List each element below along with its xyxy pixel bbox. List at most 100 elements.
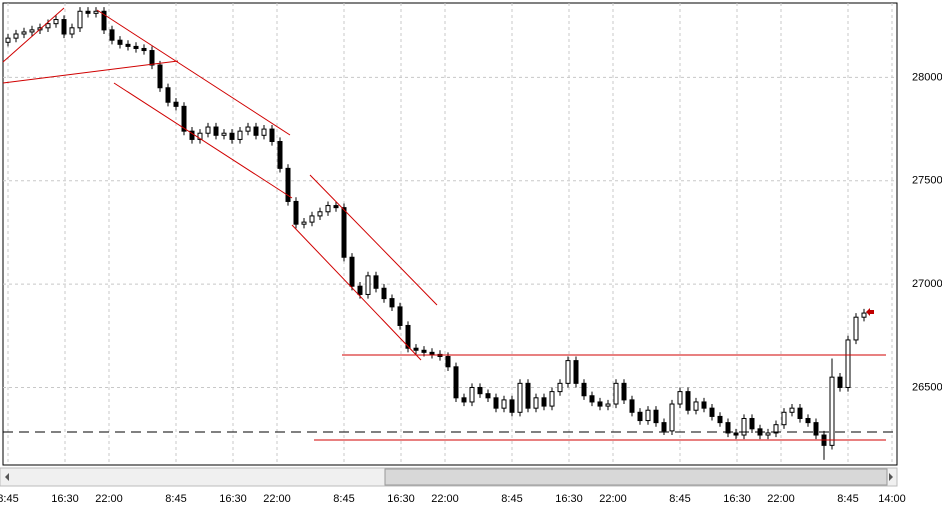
x-tick-label: 8:45 — [501, 493, 522, 505]
candle-body — [813, 422, 819, 436]
candle-body — [485, 393, 491, 399]
trend-line — [113, 82, 293, 199]
candle-body — [101, 10, 107, 31]
x-tick-label: 8:45 — [0, 493, 19, 505]
x-tick-label: 8:45 — [333, 493, 354, 505]
candle-body — [333, 205, 339, 209]
candle-body — [589, 395, 595, 403]
candle-body — [389, 298, 395, 308]
candle-body — [221, 132, 227, 136]
candle-body — [173, 101, 179, 107]
x-tick-label: 8:45 — [837, 493, 858, 505]
candle-body — [381, 287, 387, 300]
candle-body — [557, 382, 563, 393]
candle-body — [261, 128, 267, 136]
candle-body — [69, 27, 75, 35]
candle-body — [725, 422, 731, 434]
candle-body — [349, 256, 355, 287]
candle-body — [301, 221, 307, 225]
candle-body — [189, 130, 195, 140]
scrollbar-thumb[interactable] — [384, 468, 888, 486]
candle-body — [373, 275, 379, 289]
trend-lines — [2, 7, 886, 441]
candle-body — [405, 324, 411, 349]
candle-body — [5, 37, 11, 43]
scroll-left[interactable] — [5, 473, 9, 481]
candle-body — [541, 397, 547, 407]
candle-body — [613, 382, 619, 405]
candle-body — [629, 399, 635, 413]
candle-body — [365, 275, 371, 295]
candle-body — [325, 205, 331, 213]
price-marker — [866, 308, 874, 316]
candle-body — [533, 397, 539, 409]
candle-body — [413, 347, 419, 351]
candle-body — [677, 391, 683, 405]
candle-body — [549, 391, 555, 407]
x-tick-label: 8:45 — [165, 493, 186, 505]
x-tick-label: 22:00 — [95, 493, 123, 505]
candle-body — [509, 399, 515, 413]
trend-line — [2, 7, 65, 63]
candle-body — [685, 391, 691, 411]
candle-body — [461, 397, 467, 403]
candle-body — [421, 349, 427, 353]
candle-body — [13, 33, 19, 39]
candle-body — [645, 409, 651, 422]
candle-body — [637, 411, 643, 422]
candle-body — [117, 39, 123, 45]
candle-body — [213, 126, 219, 136]
candle-body — [797, 407, 803, 419]
x-tick-label: 16:30 — [51, 493, 79, 505]
candle-body — [773, 424, 779, 434]
candle-body — [125, 43, 131, 47]
candle-body — [845, 339, 851, 388]
candle-body — [285, 167, 291, 202]
candle-body — [21, 31, 27, 35]
axis-labels: 26500 27000 27500 28000 8:45 16:30 22:00 8:45 16… — [0, 71, 942, 505]
candle-body — [781, 411, 787, 426]
candle-body — [741, 417, 747, 436]
candle-body — [45, 23, 51, 29]
candle-body — [853, 316, 859, 341]
candle-body — [205, 126, 211, 134]
x-tick-label: 14:00 — [878, 493, 906, 505]
candle-body — [733, 432, 739, 436]
scroll-right[interactable] — [889, 473, 893, 481]
y-tick-label: 27500 — [912, 175, 942, 187]
candle-body — [837, 376, 843, 388]
candle-body — [53, 19, 59, 25]
y-tick-label: 26500 — [912, 381, 942, 393]
candle-body — [309, 215, 315, 223]
candle-body — [829, 376, 835, 446]
candle-body — [661, 422, 667, 432]
x-tick-label: 16:30 — [555, 493, 583, 505]
x-tick-label: 8:45 — [669, 493, 690, 505]
x-tick-label: 22:00 — [431, 493, 459, 505]
candle-body — [621, 382, 627, 401]
candle-body — [693, 401, 699, 411]
candle-body — [565, 360, 571, 384]
candle-body — [85, 10, 91, 14]
candle-body — [429, 351, 435, 355]
y-tick-label: 28000 — [912, 71, 942, 83]
x-tick-label: 16:30 — [219, 493, 247, 505]
candle-body — [525, 382, 531, 409]
candle-body — [157, 64, 163, 89]
candle-body — [445, 355, 451, 368]
candle-body — [453, 366, 459, 399]
candle-body — [749, 417, 755, 430]
candle-body — [765, 432, 771, 436]
candle-body — [93, 10, 99, 14]
x-tick-label: 22:00 — [263, 493, 291, 505]
candle-body — [237, 130, 243, 140]
y-tick-label: 27000 — [912, 278, 942, 290]
candle-body — [181, 105, 187, 132]
x-tick-label: 16:30 — [723, 493, 751, 505]
plot-frame — [2, 2, 898, 466]
trend-line — [309, 174, 438, 306]
candles — [5, 7, 867, 460]
candle-body — [61, 19, 67, 35]
